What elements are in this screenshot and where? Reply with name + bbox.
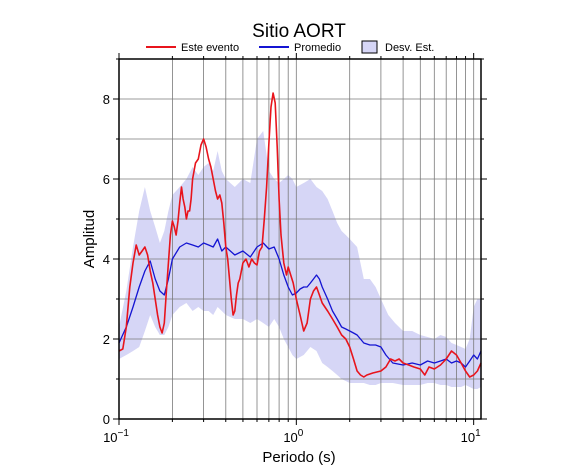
y-axis-label: Amplitud: [81, 210, 98, 268]
grid-layer: [119, 59, 481, 419]
legend-label-promedio: Promedio: [294, 42, 341, 54]
x-tick-label: 101: [461, 428, 481, 445]
x-axis-label: Periodo (s): [262, 449, 335, 466]
y-tick-label: 6: [103, 172, 110, 187]
legend-swatch-desv-est: [361, 40, 378, 54]
series-layer: [118, 92, 482, 378]
plot-frame: [118, 58, 482, 420]
chart-title: Sitio AORT: [252, 21, 346, 42]
legend: Este evento Promedio Desv. Est.: [146, 40, 434, 54]
y-tick-label: 0: [103, 412, 110, 427]
y-tick-label: 4: [103, 252, 110, 267]
axes-layer: 0 2 4 6 8 10−1 100 101: [103, 53, 487, 445]
y-tick-label: 8: [103, 92, 110, 107]
x-tick-label: 100: [283, 428, 303, 445]
std-dev-band-layer: [119, 131, 481, 389]
series-line-este-evento: [118, 92, 482, 378]
std-dev-band: [119, 131, 481, 389]
y-tick-label: 2: [103, 332, 110, 347]
x-tick-label: 10−1: [103, 428, 129, 445]
legend-label-desv-est: Desv. Est.: [385, 42, 434, 54]
legend-label-este-evento: Este evento: [181, 42, 239, 54]
series-line-promedio: [118, 238, 482, 368]
